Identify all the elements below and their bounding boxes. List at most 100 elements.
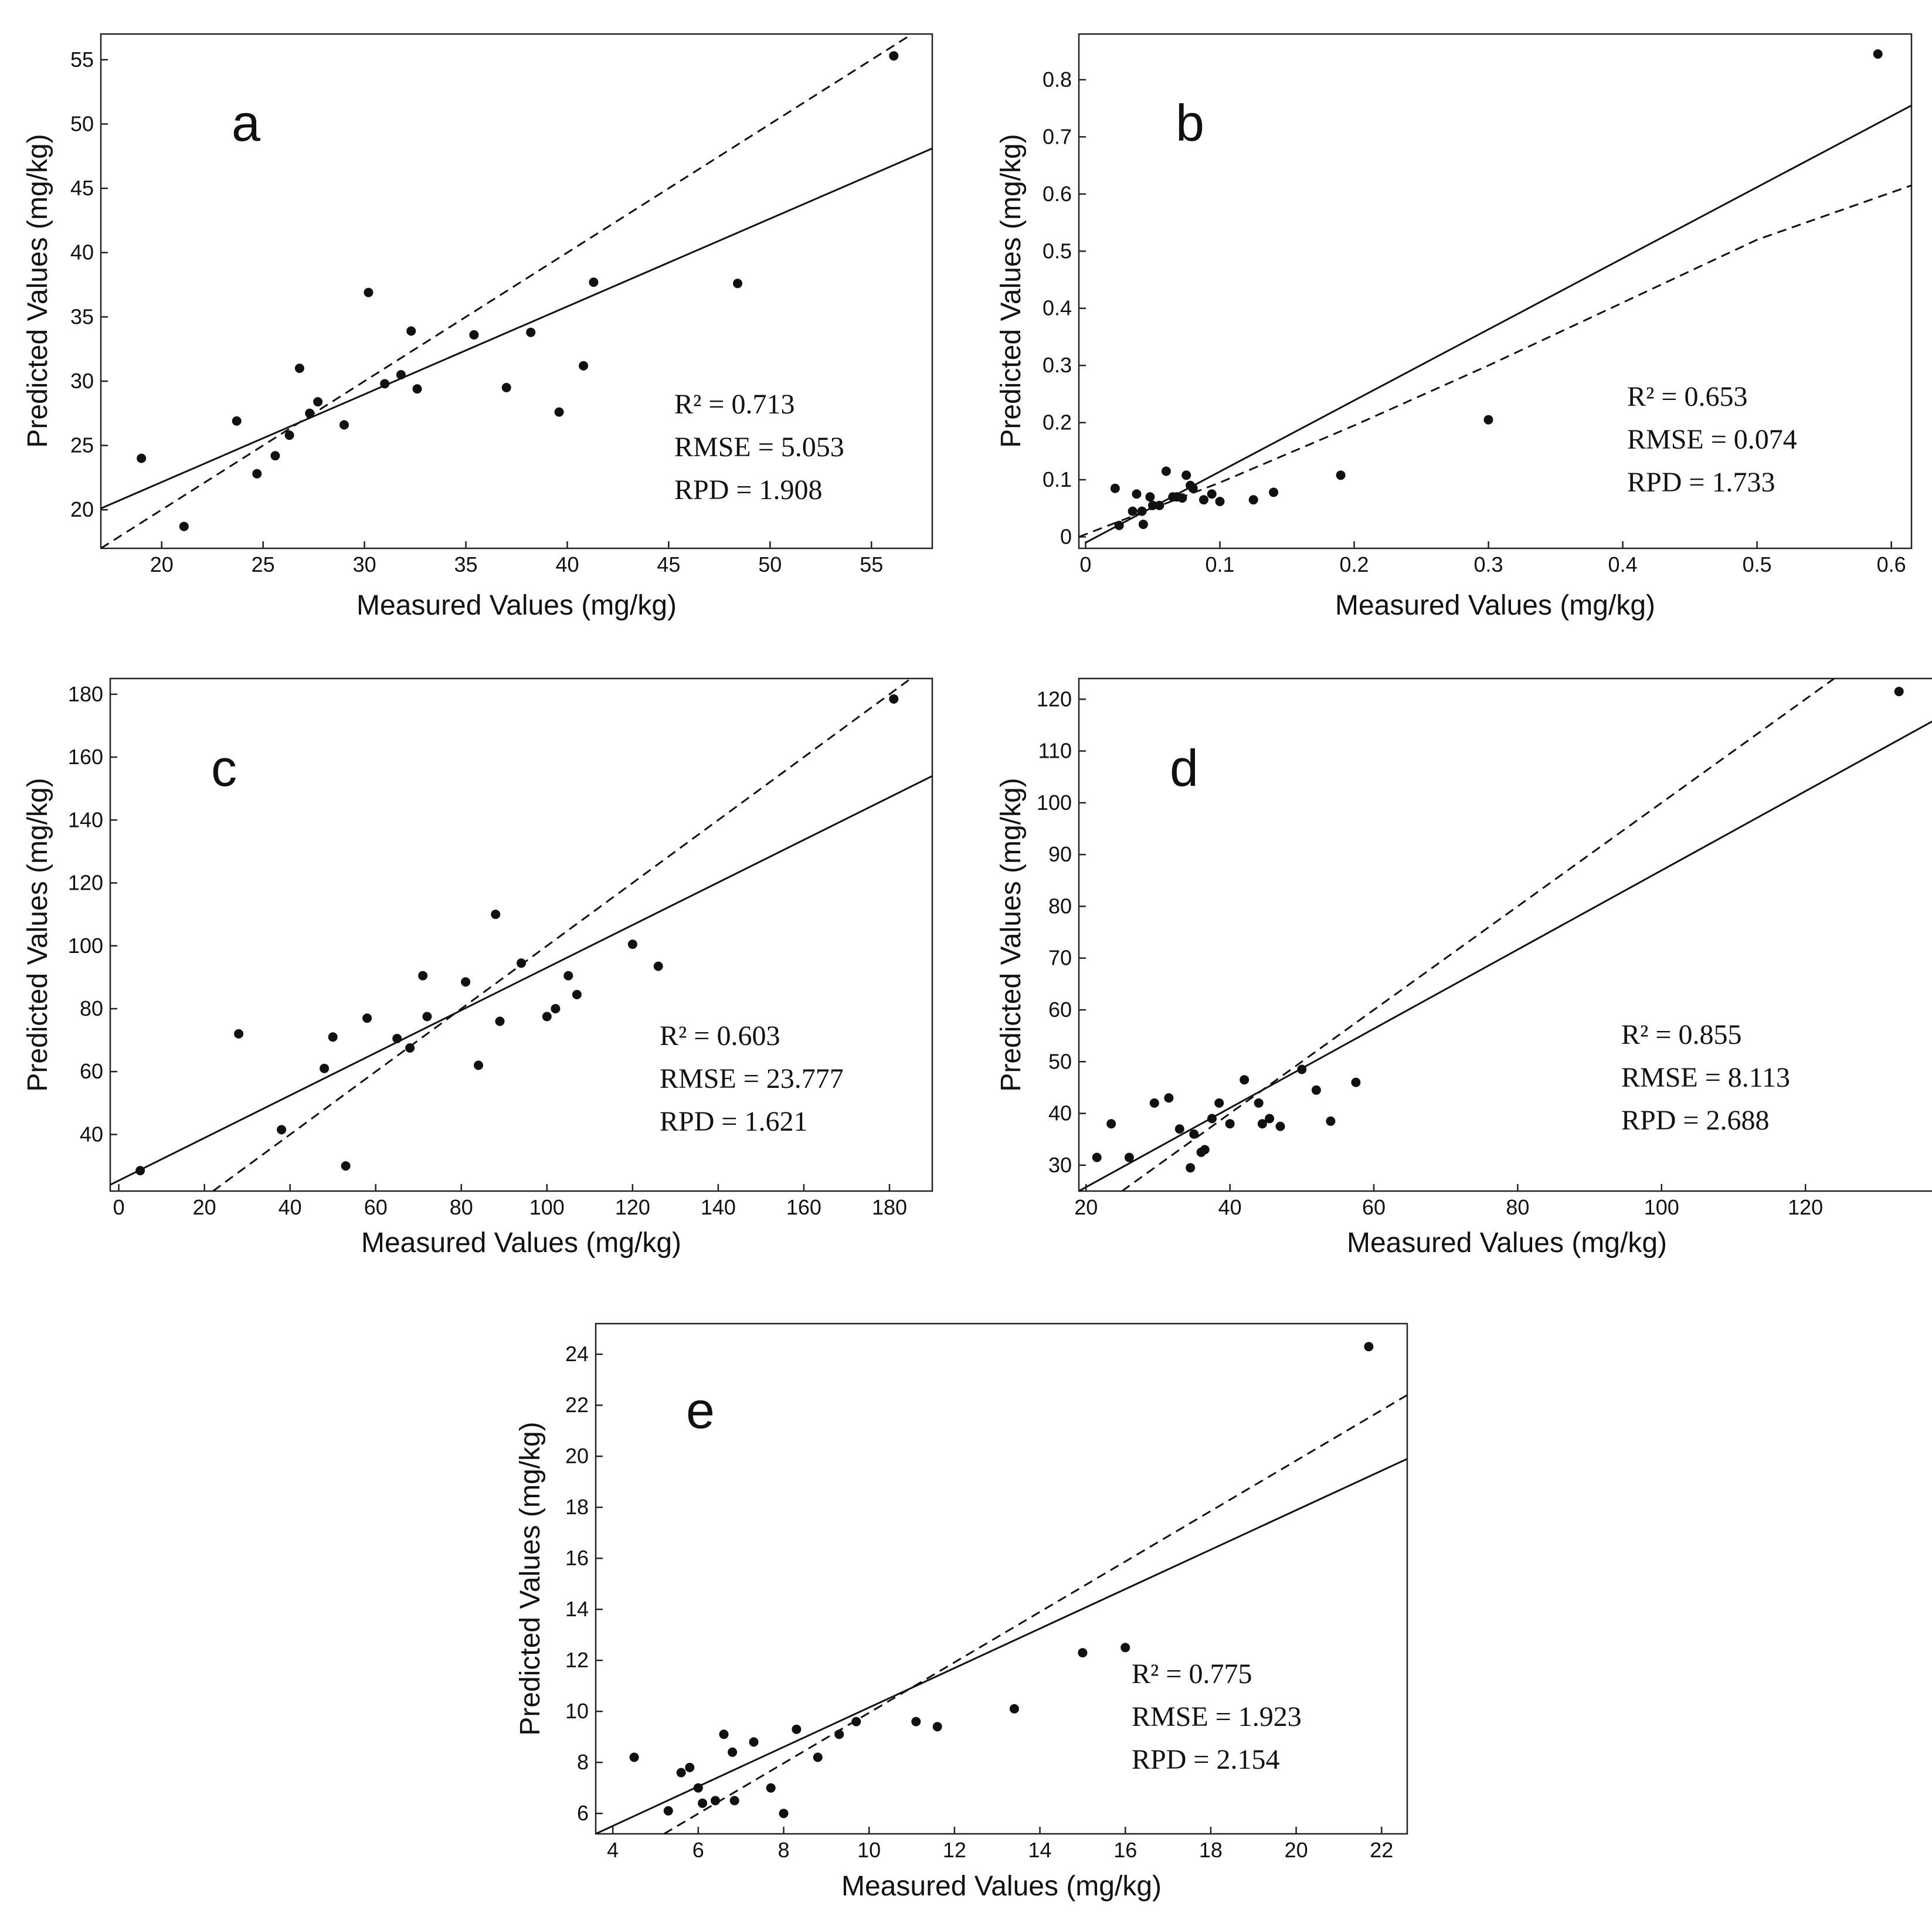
data-point [1257, 1119, 1267, 1129]
data-point [1207, 489, 1217, 499]
y-tick-label: 0 [1060, 525, 1072, 549]
data-point [1181, 470, 1191, 480]
data-point [719, 1729, 729, 1739]
y-tick-label: 10 [565, 1699, 589, 1723]
x-tick-label: 55 [860, 552, 883, 576]
y-tick-label: 0.3 [1043, 353, 1072, 377]
x-tick-label: 8 [777, 1838, 789, 1862]
data-point [1177, 493, 1187, 503]
y-tick-label: 30 [1048, 1153, 1072, 1177]
regression-fit-line [101, 147, 932, 510]
data-point [1186, 1163, 1196, 1173]
data-point [135, 1166, 145, 1176]
data-point [380, 379, 390, 389]
data-point [1164, 1093, 1174, 1103]
data-point [501, 382, 511, 392]
stat-rmse: RMSE = 5.053 [674, 432, 844, 463]
data-point [589, 277, 599, 287]
data-point [392, 1033, 402, 1043]
y-tick-label: 50 [1048, 1049, 1072, 1073]
data-point [792, 1724, 802, 1734]
data-point [396, 370, 406, 379]
stat-rmse: RMSE = 1.923 [1132, 1701, 1302, 1732]
data-point [676, 1768, 686, 1778]
stat-r2: R² = 0.713 [674, 389, 794, 420]
one-to-one-dashed-line [212, 679, 913, 1191]
x-tick-label: 80 [450, 1195, 473, 1219]
x-tick-label: 0.6 [1877, 552, 1906, 576]
data-point [1138, 520, 1148, 530]
y-tick-label: 40 [70, 240, 94, 264]
y-axis-title: Predicted Values (mg/kg) [996, 134, 1027, 447]
data-point [1121, 1643, 1130, 1653]
data-point [1351, 1077, 1361, 1087]
x-tick-label: 40 [279, 1195, 302, 1219]
data-point [339, 420, 349, 430]
data-point [341, 1161, 351, 1171]
plot-frame [1078, 677, 1932, 1192]
data-point [1240, 1075, 1249, 1085]
plot-frame [1078, 33, 1913, 550]
data-point [526, 327, 536, 337]
data-point [551, 1004, 561, 1013]
x-tick-label: 30 [353, 552, 376, 576]
y-tick-label: 6 [577, 1801, 589, 1825]
x-axis-title: Measured Values (mg/kg) [361, 1227, 681, 1259]
y-tick-label: 60 [80, 1059, 103, 1083]
x-tick-label: 12 [943, 1838, 966, 1862]
data-point [1110, 483, 1120, 493]
data-point [779, 1809, 789, 1819]
y-axis-title: Predicted Values (mg/kg) [22, 778, 53, 1091]
y-tick-label: 40 [1048, 1101, 1072, 1125]
x-axis-title: Measured Values (mg/kg) [841, 1871, 1162, 1902]
x-tick-label: 40 [1218, 1195, 1242, 1219]
y-tick-label: 45 [70, 176, 94, 200]
panel-letter: a [232, 94, 260, 152]
y-tick-label: 20 [565, 1444, 589, 1468]
plot-frame [100, 33, 933, 550]
stat-rmse: RMSE = 23.777 [660, 1063, 844, 1094]
data-point [1254, 1098, 1264, 1108]
stat-r2: R² = 0.775 [1132, 1658, 1252, 1690]
y-tick-label: 0.5 [1043, 239, 1072, 263]
data-point [1207, 1114, 1217, 1124]
data-point [1188, 483, 1198, 493]
data-point [579, 361, 589, 371]
data-point [653, 961, 663, 971]
x-tick-label: 40 [555, 552, 579, 576]
data-point [711, 1796, 720, 1806]
y-tick-label: 22 [565, 1393, 589, 1417]
data-point [491, 910, 501, 920]
y-tick-label: 60 [1048, 998, 1072, 1022]
panel-letter: d [1170, 739, 1198, 797]
data-point [284, 430, 294, 440]
y-tick-label: 12 [565, 1648, 589, 1672]
data-point [1214, 1098, 1224, 1108]
data-point [1114, 521, 1124, 530]
data-point [1137, 506, 1147, 516]
stat-rpd: RPD = 2.154 [1132, 1744, 1279, 1775]
y-tick-label: 120 [68, 871, 103, 895]
y-tick-label: 50 [70, 111, 94, 135]
x-tick-label: 20 [150, 552, 174, 576]
regression-fit-line [1085, 104, 1911, 544]
data-point [1078, 1648, 1088, 1658]
data-point [1275, 1121, 1285, 1131]
data-point [889, 694, 899, 704]
stat-r2: R² = 0.855 [1621, 1019, 1741, 1050]
y-tick-label: 8 [577, 1750, 589, 1774]
data-point [1155, 500, 1164, 510]
stat-rpd: RPD = 2.688 [1621, 1105, 1769, 1136]
one-to-one-dashed-line [663, 1394, 1407, 1834]
x-tick-label: 60 [1362, 1195, 1386, 1219]
data-point [179, 521, 189, 531]
data-point [364, 287, 374, 297]
x-tick-label: 100 [529, 1195, 565, 1219]
y-tick-label: 0.1 [1043, 467, 1072, 491]
data-point [1145, 492, 1155, 502]
x-tick-label: 18 [1199, 1838, 1223, 1862]
data-point [911, 1717, 921, 1727]
y-tick-label: 140 [68, 808, 103, 832]
data-point [685, 1762, 695, 1772]
